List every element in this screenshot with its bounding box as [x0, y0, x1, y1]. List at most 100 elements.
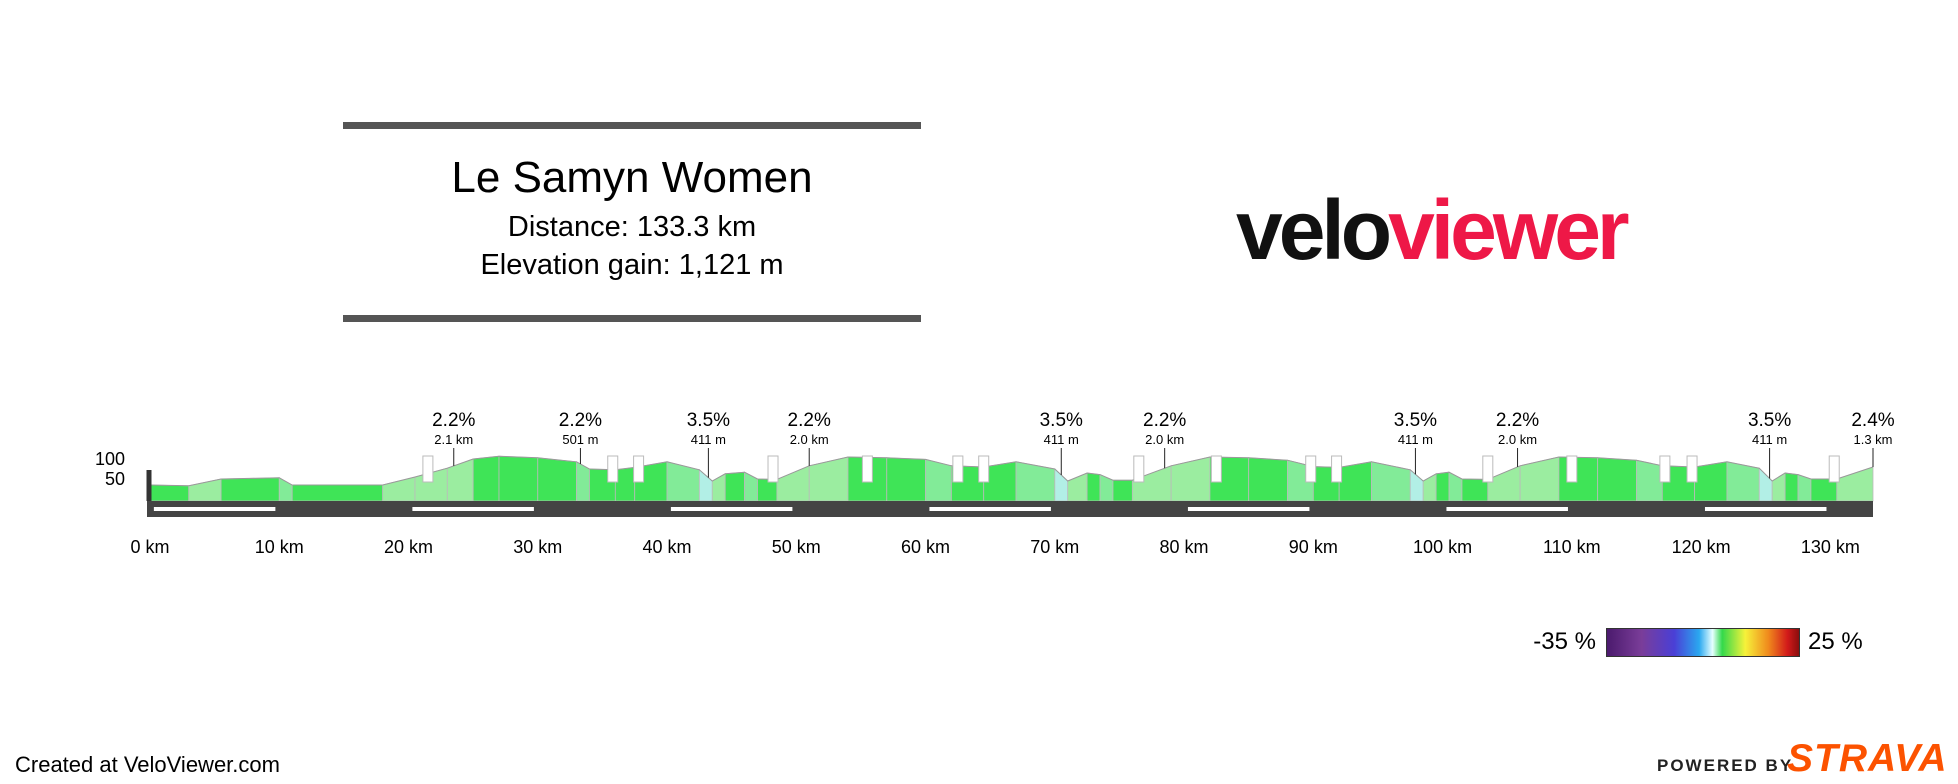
profile-segment: [1836, 466, 1874, 502]
title-rule-bottom: [343, 315, 921, 322]
profile-segment: [666, 461, 700, 502]
climb-grade-label: 2.2%: [1496, 410, 1539, 431]
climb-grade-label: 3.5%: [1040, 410, 1083, 431]
profile-segment: [446, 458, 474, 502]
veloviewer-logo: veloviewer: [1236, 180, 1630, 280]
created-at-veloviewer: Created at VeloViewer.com: [15, 752, 280, 777]
profile-segment: [1597, 457, 1637, 502]
profile-segment: [1784, 472, 1799, 502]
x-tick-label: 50 km: [772, 537, 821, 557]
title-block: Le Samyn Women Distance: 133.3 km Elevat…: [343, 122, 921, 324]
profile-segment: [1099, 473, 1114, 502]
climb-grade-label: 2.2%: [432, 410, 475, 431]
powered-by-label: POWERED BY: [1657, 756, 1794, 775]
profile-segment: [1448, 471, 1463, 502]
climb-length-label: 411 m: [691, 432, 726, 447]
y-tick-label: 50: [105, 469, 125, 489]
profile-segment: [1338, 461, 1372, 502]
profile-outline: [149, 455, 1874, 487]
climb-length-label: 411 m: [1044, 432, 1079, 447]
x-tick-label: 0 km: [130, 537, 169, 557]
road-dash: [1704, 507, 1827, 511]
climb-grade-label: 3.5%: [1748, 410, 1791, 431]
legend-color-bar: [1606, 628, 1800, 657]
climb-length-label: 2.0 km: [790, 432, 829, 447]
profile-segment: [698, 468, 713, 502]
profile-segment: [1558, 456, 1599, 502]
profile-segment: [1636, 459, 1663, 502]
x-tick-label: 20 km: [384, 537, 433, 557]
segment-marker: [1659, 455, 1671, 483]
profile-segment: [776, 465, 810, 502]
road-dash: [670, 507, 793, 511]
legend-max-label: 25 %: [1808, 628, 1863, 655]
x-tick-label: 100 km: [1413, 537, 1472, 557]
profile-segment: [1170, 456, 1211, 502]
climb-length-label: 2.0 km: [1145, 432, 1184, 447]
climb-grade-label: 2.2%: [788, 410, 831, 431]
gradient-legend: -35 % 25 %: [1530, 626, 1870, 660]
x-tick-label: 60 km: [901, 537, 950, 557]
profile-segment: [1371, 461, 1411, 502]
profile-segment: [1248, 457, 1288, 502]
road-dash: [1446, 507, 1568, 511]
road-dash: [1187, 507, 1310, 511]
climb-grade-label: 3.5%: [687, 410, 730, 431]
y-tick-label: 100: [95, 449, 125, 469]
segment-marker: [422, 455, 434, 483]
road-dash: [929, 507, 1051, 511]
profile-segment: [472, 455, 500, 502]
segment-marker: [607, 455, 619, 483]
segment-marker: [1828, 455, 1840, 483]
segment-marker: [1210, 455, 1222, 483]
road-dash: [153, 507, 276, 511]
climb-grade-label: 2.2%: [1143, 410, 1186, 431]
segment-marker: [1133, 455, 1145, 483]
profile-segment: [220, 477, 280, 502]
x-tick-label: 40 km: [643, 537, 692, 557]
elevation-label: Elevation gain: 1,121 m: [480, 249, 784, 281]
segment-marker: [1482, 455, 1494, 483]
profile-segment: [1409, 468, 1424, 502]
segment-marker: [978, 455, 990, 483]
profile-segment: [1086, 472, 1101, 502]
profile-segment: [724, 471, 745, 502]
x-tick-label: 110 km: [1543, 537, 1601, 557]
segment-marker: [952, 455, 964, 483]
profile-segment: [149, 484, 190, 502]
x-tick-label: 10 km: [255, 537, 304, 557]
profile-segment: [925, 458, 952, 502]
x-tick-label: 30 km: [513, 537, 562, 557]
profile-segment: [886, 457, 926, 502]
climb-grade-label: 3.5%: [1394, 410, 1437, 431]
profile-segment: [744, 471, 758, 502]
climb-grade-label: 2.4%: [1851, 410, 1894, 431]
segment-marker: [1331, 455, 1343, 483]
climb-length-label: 411 m: [1752, 432, 1787, 447]
logo-viewer: viewer: [1388, 183, 1630, 277]
profile-segment: [1112, 479, 1133, 502]
climb-length-label: 2.1 km: [434, 432, 473, 447]
distance-label: Distance: 133.3 km: [507, 211, 757, 243]
segment-marker: [1566, 455, 1578, 483]
segment-marker: [861, 455, 873, 483]
x-tick-label: 130 km: [1801, 537, 1860, 557]
logo-velo: velo: [1236, 183, 1392, 277]
climb-grade-label: 2.2%: [559, 410, 602, 431]
profile-segment: [1694, 461, 1728, 502]
profile-segment: [291, 484, 384, 502]
x-tick-label: 120 km: [1672, 537, 1731, 557]
segment-marker: [1686, 455, 1698, 483]
legend-min-label: -35 %: [1533, 628, 1596, 655]
profile-segment: [1435, 471, 1450, 502]
profile-segment: [1519, 456, 1560, 502]
x-tick-label: 90 km: [1289, 537, 1338, 557]
x-tick-label: 70 km: [1030, 537, 1079, 557]
page-title: Le Samyn Women: [451, 153, 813, 202]
profile-segment: [808, 456, 849, 502]
segment-marker: [633, 455, 645, 483]
climb-length-label: 411 m: [1398, 432, 1433, 447]
climb-length-label: 501 m: [562, 432, 598, 447]
title-rule-top: [343, 122, 921, 129]
road-dash: [412, 507, 534, 511]
